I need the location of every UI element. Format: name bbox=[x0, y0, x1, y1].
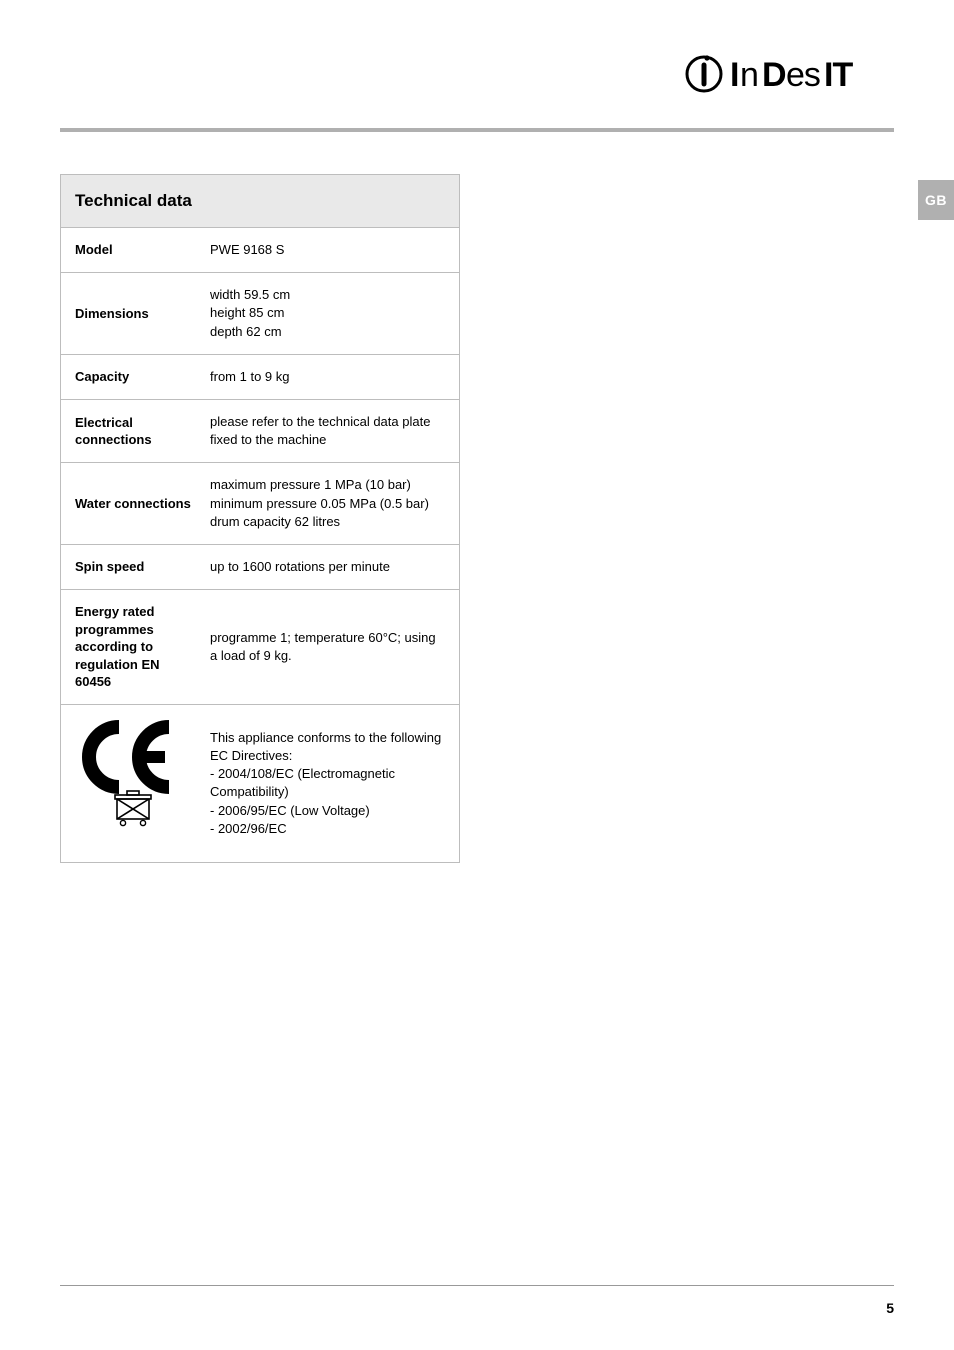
table-row: Capacity from 1 to 9 kg bbox=[61, 354, 459, 399]
row-label: Dimensions bbox=[61, 273, 204, 354]
row-value: programme 1; temperature 60°C; using a l… bbox=[204, 590, 459, 704]
compliance-text: This appliance conforms to the following… bbox=[204, 705, 459, 862]
svg-text:I: I bbox=[730, 56, 738, 94]
row-value: from 1 to 9 kg bbox=[204, 355, 459, 399]
svg-text:IT: IT bbox=[824, 56, 853, 94]
compliance-marks bbox=[61, 705, 204, 862]
technical-data-table: Technical data Model PWE 9168 S Dimensio… bbox=[60, 174, 460, 863]
page-number: 5 bbox=[886, 1300, 894, 1316]
table-title: Technical data bbox=[75, 191, 445, 211]
brand-logo: I n D es IT bbox=[684, 46, 894, 101]
svg-text:es: es bbox=[786, 56, 820, 94]
footer-rule bbox=[60, 1285, 894, 1286]
language-tab-label: GB bbox=[925, 192, 947, 208]
table-row: Model PWE 9168 S bbox=[61, 227, 459, 272]
language-tab: GB bbox=[918, 180, 954, 220]
row-label: Water connections bbox=[61, 463, 204, 544]
table-row: Water connections maximum pressure 1 MPa… bbox=[61, 462, 459, 544]
svg-text:D: D bbox=[762, 56, 786, 94]
row-value: PWE 9168 S bbox=[204, 228, 459, 272]
row-label: Spin speed bbox=[61, 545, 204, 589]
table-row: Energy rated programmes according to reg… bbox=[61, 589, 459, 704]
row-label: Capacity bbox=[61, 355, 204, 399]
row-value: maximum pressure 1 MPa (10 bar) minimum … bbox=[204, 463, 459, 544]
top-rule bbox=[60, 128, 894, 132]
table-row: Electrical connections please refer to t… bbox=[61, 399, 459, 462]
row-label: Model bbox=[61, 228, 204, 272]
row-value: please refer to the technical data plate… bbox=[204, 400, 459, 462]
table-row: Spin speed up to 1600 rotations per minu… bbox=[61, 544, 459, 589]
svg-text:n: n bbox=[740, 56, 758, 94]
table-row-compliance: This appliance conforms to the following… bbox=[61, 704, 459, 862]
row-value: width 59.5 cm height 85 cm depth 62 cm bbox=[204, 273, 459, 354]
table-header: Technical data bbox=[61, 175, 459, 227]
row-value: up to 1600 rotations per minute bbox=[204, 545, 459, 589]
row-label: Energy rated programmes according to reg… bbox=[61, 590, 204, 704]
page: I n D es IT GB Technical data Model PWE … bbox=[0, 0, 954, 1350]
row-label: Electrical connections bbox=[61, 400, 204, 462]
table-row: Dimensions width 59.5 cm height 85 cm de… bbox=[61, 272, 459, 354]
